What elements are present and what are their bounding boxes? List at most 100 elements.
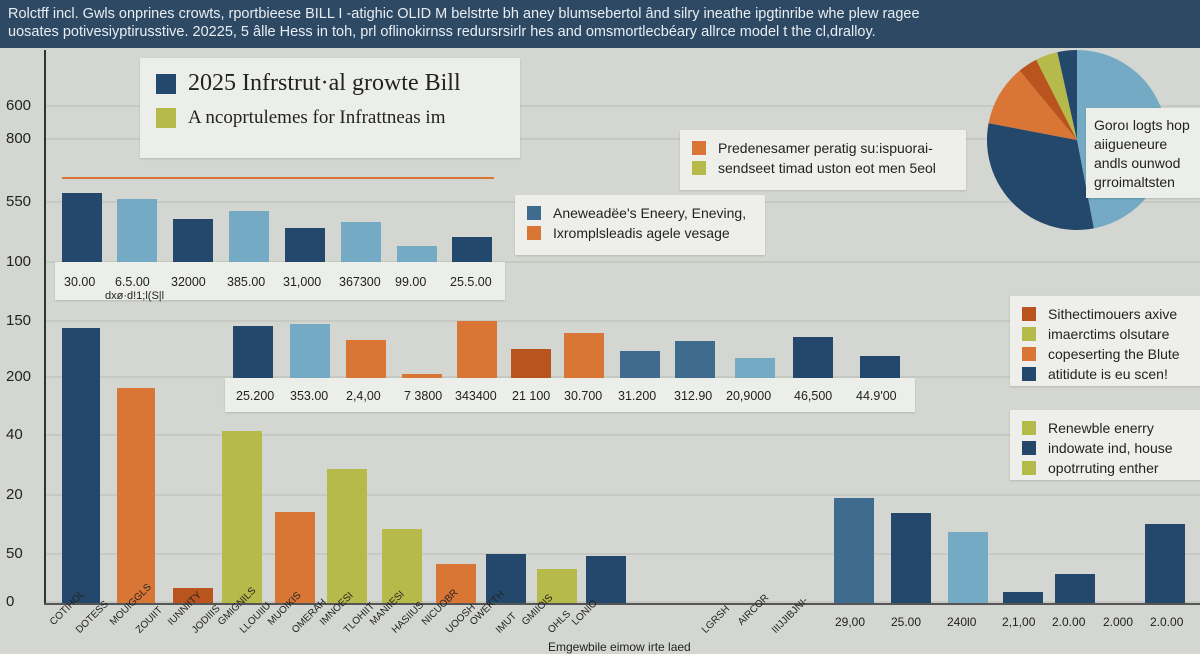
bar — [436, 564, 476, 603]
value-label: 29,00 — [835, 615, 866, 629]
value-label: 2.0.00 — [1052, 615, 1086, 629]
gridline — [45, 138, 1200, 140]
bar — [586, 556, 626, 603]
legend-label: opotrruting enther — [1048, 460, 1159, 476]
legend-swatch — [692, 161, 706, 175]
bar — [222, 431, 262, 603]
legend: Aneweadëe's Enеery, Eneving, Ixromplslead… — [515, 195, 765, 255]
pie-note-line: aiigueneure — [1094, 136, 1168, 152]
bar — [860, 355, 900, 378]
value-label: 2.000 — [1103, 615, 1134, 629]
data-label: 31.200 — [618, 389, 657, 403]
gridline — [45, 553, 1200, 555]
legend-label: Sithectimouers axive — [1048, 306, 1178, 322]
gridline — [45, 494, 1200, 496]
bar — [675, 340, 715, 378]
pie-slice — [1036, 52, 1077, 140]
pie-note-line: andls ounwod — [1094, 155, 1181, 171]
gridline — [45, 320, 1200, 322]
bar — [1145, 524, 1185, 603]
legend: Renewble enerry indowate ind, house opotrr… — [1010, 410, 1200, 480]
middle-values-panel — [225, 378, 915, 412]
legend: Sithectimouers axive imaerctims olsutare c… — [1010, 296, 1200, 386]
bar — [117, 388, 155, 603]
legend-item: Renewble enerry — [1022, 418, 1188, 438]
legend-swatch — [1022, 327, 1036, 341]
bar — [793, 337, 833, 378]
legend-swatch — [527, 226, 541, 240]
x-tick-label: ZOUIIT — [134, 604, 165, 636]
value-label: 25.00 — [891, 615, 922, 629]
bar — [382, 529, 422, 603]
pie-note-line: Goroı logts hop — [1094, 117, 1190, 133]
legend-swatch — [692, 141, 706, 155]
y-tick-label: 0 — [6, 593, 15, 610]
legend-item: Sithectimouers axive — [1022, 304, 1188, 324]
header-line: Rolctff incl. Gwls onprines crowts, rpor… — [8, 6, 920, 22]
legend-item: atitidute is eu scen! — [1022, 364, 1188, 384]
top-values-panel — [55, 262, 505, 300]
bar — [537, 569, 577, 603]
legend-swatch — [1022, 441, 1036, 455]
legend-item: Predenesamer peratig su:ispuorai- — [692, 138, 954, 158]
gridline — [45, 105, 1200, 107]
x-tick-label: AIRCOR — [736, 592, 772, 628]
y-tick-label: 20 — [6, 486, 23, 503]
bar — [397, 246, 437, 262]
title-box: 2025 Infrstrut·al growte Bill A ncoprtul… — [140, 58, 520, 158]
bar — [1003, 592, 1043, 603]
bar — [327, 469, 367, 603]
title-swatch — [156, 73, 176, 94]
x-axis — [44, 603, 1200, 605]
legend-swatch — [1022, 421, 1036, 435]
pie-slice — [988, 70, 1077, 140]
data-label: 46,500 — [794, 389, 833, 403]
gridline — [45, 261, 1200, 263]
bar — [173, 218, 213, 262]
bar — [173, 588, 213, 603]
legend-item: copeserting the Blute — [1022, 344, 1188, 364]
legend: Predenesamer peratig su:ispuorai-sendsee… — [680, 130, 966, 190]
legend-swatch — [1022, 307, 1036, 321]
subtitle-swatch — [156, 108, 176, 128]
y-tick-label: 600 — [6, 97, 32, 114]
data-label: 31,000 — [283, 275, 322, 289]
data-label: 30.00 — [64, 275, 96, 289]
bar — [457, 321, 497, 378]
data-label: 6.5.00 — [115, 275, 150, 289]
bottom-caption: Emgewbile eimow irte laed — [548, 640, 691, 654]
title-underline — [62, 177, 494, 179]
y-tick-label: 550 — [6, 193, 32, 210]
pie-slice — [987, 123, 1094, 230]
pie-note: Goroı logts hop aiigueneure andls ounwod… — [1086, 108, 1200, 198]
legend-label: imaerctims olsutare — [1048, 326, 1170, 342]
legend-swatch — [527, 206, 541, 220]
data-label: 20,9000 — [726, 389, 772, 403]
bar — [735, 358, 775, 378]
x-tick-label: LGRSH — [700, 603, 733, 636]
data-label: 99.00 — [395, 275, 427, 289]
legend-item: indowate ind, house — [1022, 438, 1188, 458]
legend-swatch — [1022, 461, 1036, 475]
data-label: 367300 — [339, 275, 381, 289]
bar — [233, 325, 273, 378]
bar — [402, 373, 442, 378]
y-tick-label: 800 — [6, 130, 32, 147]
x-tick-label: OHLS — [546, 608, 574, 636]
legend-swatch — [1022, 367, 1036, 381]
legend-label: Aneweadëe's Enеery, Eneving, — [553, 205, 747, 221]
chart-title: 2025 Infrstrut·al growte Bill — [188, 70, 461, 96]
pie-slice — [1019, 59, 1077, 140]
legend-item: Aneweadëe's Enеery, Eneving, — [527, 203, 753, 223]
data-label: 343400 — [455, 389, 497, 403]
top-note: dxø·d!1;l(S|l — [105, 290, 165, 302]
data-label: 44.9'00 — [856, 389, 897, 403]
bar — [564, 332, 604, 378]
data-label: 385.00 — [227, 275, 266, 289]
data-label: 30.700 — [564, 389, 603, 403]
header-banner: Rolctff incl. Gwls onprines crowts, rpor… — [0, 0, 1200, 48]
legend-item: opotrruting enther — [1022, 458, 1188, 478]
value-label: 240l0 — [947, 615, 977, 629]
data-label: 7 3800 — [404, 389, 443, 403]
gridline — [45, 434, 1200, 436]
